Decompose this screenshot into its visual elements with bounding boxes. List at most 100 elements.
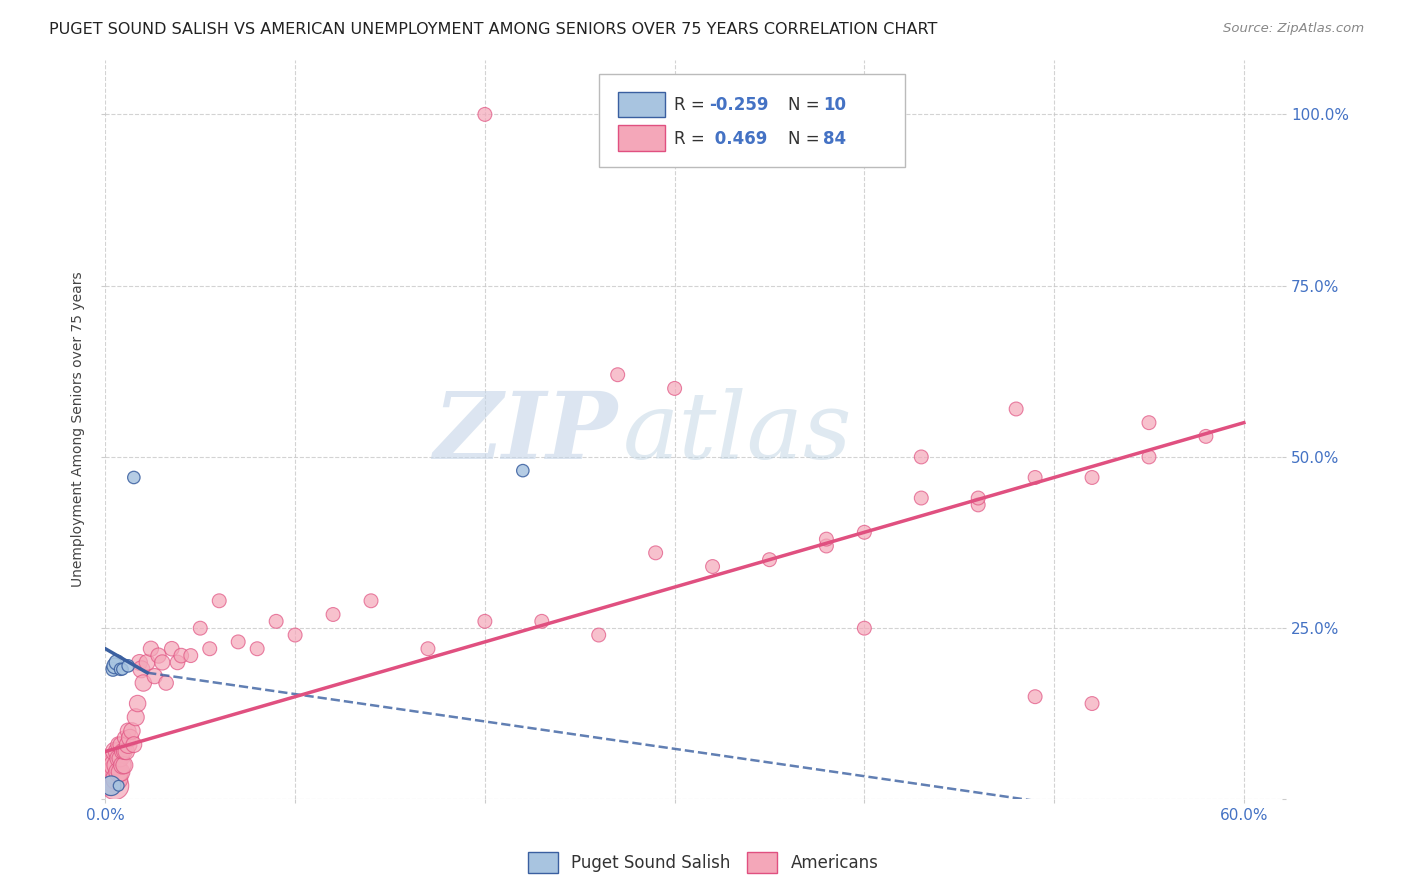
Point [155, 676, 177, 690]
Point [96, 779, 118, 793]
Point [98, 772, 121, 786]
Point [105, 772, 128, 786]
Point [208, 594, 231, 608]
Legend: Puget Sound Salish, Americans: Puget Sound Salish, Americans [522, 846, 884, 880]
Point [967, 491, 990, 505]
Point [264, 615, 287, 629]
Point [188, 621, 211, 635]
Point [150, 656, 173, 670]
Point [104, 658, 127, 673]
Point [180, 648, 202, 663]
Point [910, 491, 932, 505]
Point [121, 723, 143, 738]
Point [107, 751, 129, 765]
Point [910, 450, 932, 464]
Point [101, 772, 124, 786]
Point [160, 641, 183, 656]
Text: -0.259: -0.259 [709, 96, 768, 114]
Text: R =: R = [673, 129, 710, 148]
Point [1005, 401, 1028, 416]
Text: N =: N = [787, 129, 824, 148]
Point [758, 552, 780, 566]
Point [101, 758, 124, 772]
Point [112, 731, 135, 745]
Point [104, 779, 127, 793]
Point [644, 546, 666, 560]
Point [125, 710, 148, 724]
Point [139, 641, 162, 656]
Point [1081, 697, 1104, 711]
Point [664, 381, 686, 395]
Text: PUGET SOUND SALISH VS AMERICAN UNEMPLOYMENT AMONG SENIORS OVER 75 YEARS CORRELAT: PUGET SOUND SALISH VS AMERICAN UNEMPLOYM… [49, 22, 938, 37]
Point [100, 779, 122, 793]
Point [104, 765, 127, 780]
Point [246, 641, 269, 656]
Point [105, 744, 128, 758]
Text: atlas: atlas [623, 388, 852, 478]
Point [360, 594, 382, 608]
Point [170, 648, 193, 663]
Point [148, 648, 170, 663]
Point [110, 662, 132, 676]
Point [143, 669, 166, 683]
Point [512, 464, 534, 478]
Point [530, 615, 553, 629]
Point [117, 658, 139, 673]
Point [127, 697, 149, 711]
Point [107, 738, 129, 752]
Text: 10: 10 [823, 96, 846, 114]
Point [100, 765, 122, 780]
Text: N =: N = [787, 96, 824, 114]
Point [606, 368, 628, 382]
Point [872, 107, 894, 121]
Point [117, 738, 139, 752]
Point [112, 758, 135, 772]
Point [111, 744, 134, 758]
Point [132, 676, 155, 690]
Point [198, 641, 221, 656]
FancyBboxPatch shape [619, 126, 665, 151]
Point [101, 751, 124, 765]
Point [128, 656, 150, 670]
Point [104, 744, 127, 758]
Point [1137, 450, 1160, 464]
Point [101, 662, 124, 676]
Point [853, 621, 876, 635]
Point [111, 758, 134, 772]
Text: R =: R = [673, 96, 710, 114]
Point [112, 744, 135, 758]
Point [100, 758, 122, 772]
Point [115, 744, 138, 758]
Point [166, 656, 188, 670]
Point [322, 607, 344, 622]
Point [1137, 416, 1160, 430]
Point [136, 656, 159, 670]
Point [107, 765, 129, 780]
Point [105, 656, 128, 670]
Point [105, 758, 128, 772]
Text: ZIP: ZIP [433, 388, 617, 478]
Point [110, 738, 132, 752]
Point [98, 765, 121, 780]
Point [110, 751, 132, 765]
Point [815, 532, 838, 546]
Point [118, 731, 141, 745]
Point [1024, 690, 1046, 704]
Point [107, 779, 129, 793]
Point [1081, 470, 1104, 484]
Text: 84: 84 [823, 129, 846, 148]
Point [416, 641, 439, 656]
Point [122, 470, 145, 484]
FancyBboxPatch shape [599, 74, 905, 167]
Point [110, 765, 132, 780]
Point [815, 107, 838, 121]
Point [122, 738, 145, 752]
Point [111, 662, 134, 676]
Point [588, 628, 610, 642]
Point [117, 723, 139, 738]
Point [104, 758, 127, 772]
Point [967, 498, 990, 512]
Point [226, 635, 249, 649]
Point [1195, 429, 1218, 443]
Text: Source: ZipAtlas.com: Source: ZipAtlas.com [1223, 22, 1364, 36]
